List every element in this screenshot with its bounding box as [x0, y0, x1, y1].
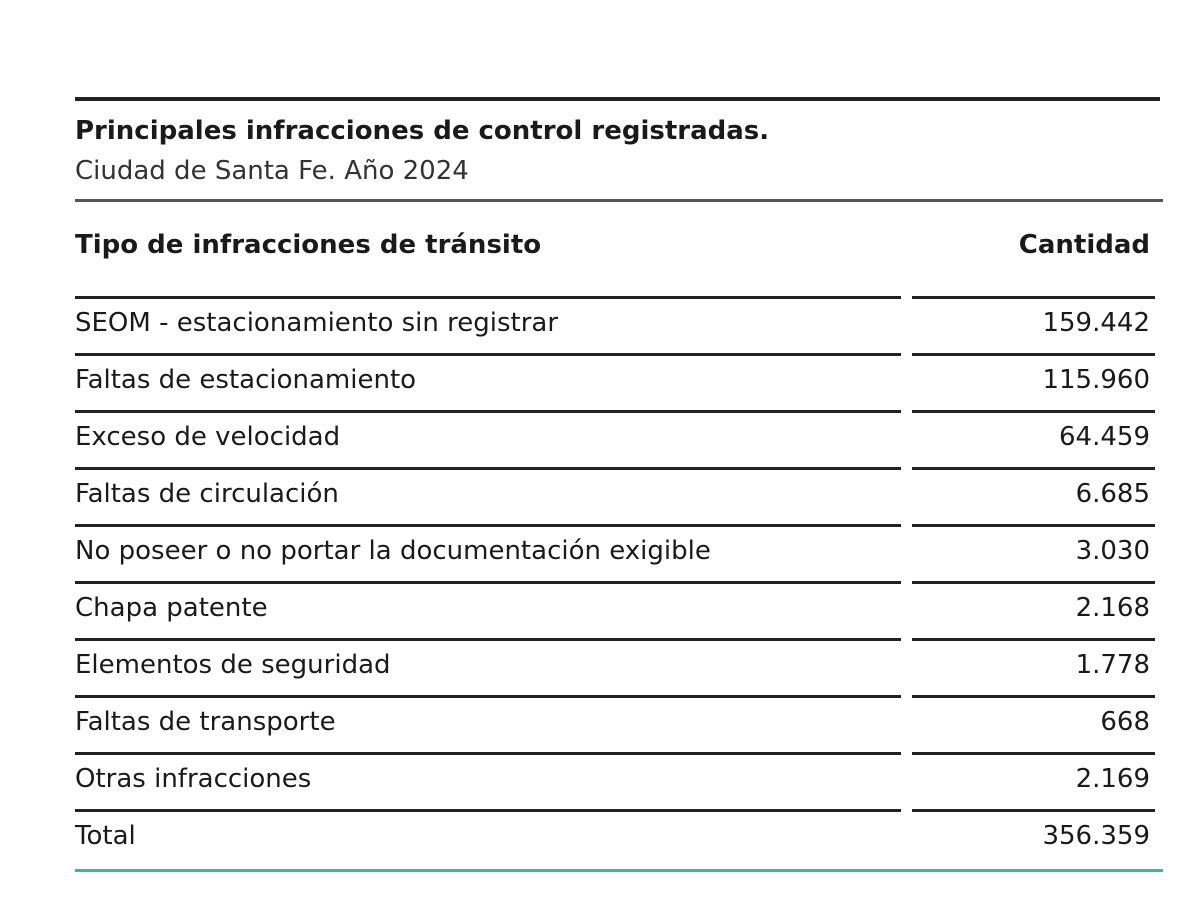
row-rule [912, 581, 1155, 584]
row-value: 2.169 [1075, 764, 1150, 794]
column-header: Tipo de infracciones de tránsito [75, 230, 542, 260]
row-rule [75, 296, 901, 299]
row-label: Elementos de seguridad [75, 650, 391, 680]
row-rule [75, 467, 901, 470]
row-value: 115.960 [1042, 365, 1150, 395]
row-rule [75, 809, 901, 812]
row-rule [912, 467, 1155, 470]
row-rule [912, 524, 1155, 527]
row-value: 2.168 [1075, 593, 1150, 623]
row-rule [75, 353, 901, 356]
row-label: SEOM - estacionamiento sin registrar [75, 308, 559, 338]
row-rule [75, 410, 901, 413]
row-rule [912, 638, 1155, 641]
row-label: Faltas de transporte [75, 707, 336, 737]
table-title: Principales infracciones de control regi… [75, 116, 770, 146]
row-label: Total [75, 821, 136, 851]
row-value: 1.778 [1075, 650, 1150, 680]
row-rule [912, 752, 1155, 755]
row-label: Exceso de velocidad [75, 422, 341, 452]
row-rule [75, 524, 901, 527]
row-rule [912, 353, 1155, 356]
row-value: 64.459 [1059, 422, 1150, 452]
row-value: 6.685 [1075, 479, 1150, 509]
row-rule [75, 638, 901, 641]
row-label: Chapa patente [75, 593, 268, 623]
row-rule [75, 581, 901, 584]
row-value: 159.442 [1042, 308, 1150, 338]
top-rule [75, 97, 1160, 101]
row-value: 356.359 [1042, 821, 1150, 851]
row-rule [912, 296, 1155, 299]
column-header: Cantidad [1018, 230, 1150, 260]
row-rule [75, 695, 901, 698]
row-rule [912, 410, 1155, 413]
table-subtitle: Ciudad de Santa Fe. Año 2024 [75, 156, 469, 186]
row-rule [912, 809, 1155, 812]
row-label: No poseer o no portar la documentación e… [75, 536, 711, 566]
row-label: Otras infracciones [75, 764, 312, 794]
row-label: Faltas de circulación [75, 479, 339, 509]
row-value: 668 [1100, 707, 1150, 737]
row-value: 3.030 [1075, 536, 1150, 566]
row-rule [75, 752, 901, 755]
row-label: Faltas de estacionamiento [75, 365, 417, 395]
bottom-rule [75, 869, 1163, 872]
row-rule [912, 695, 1155, 698]
header-rule [75, 199, 1163, 202]
